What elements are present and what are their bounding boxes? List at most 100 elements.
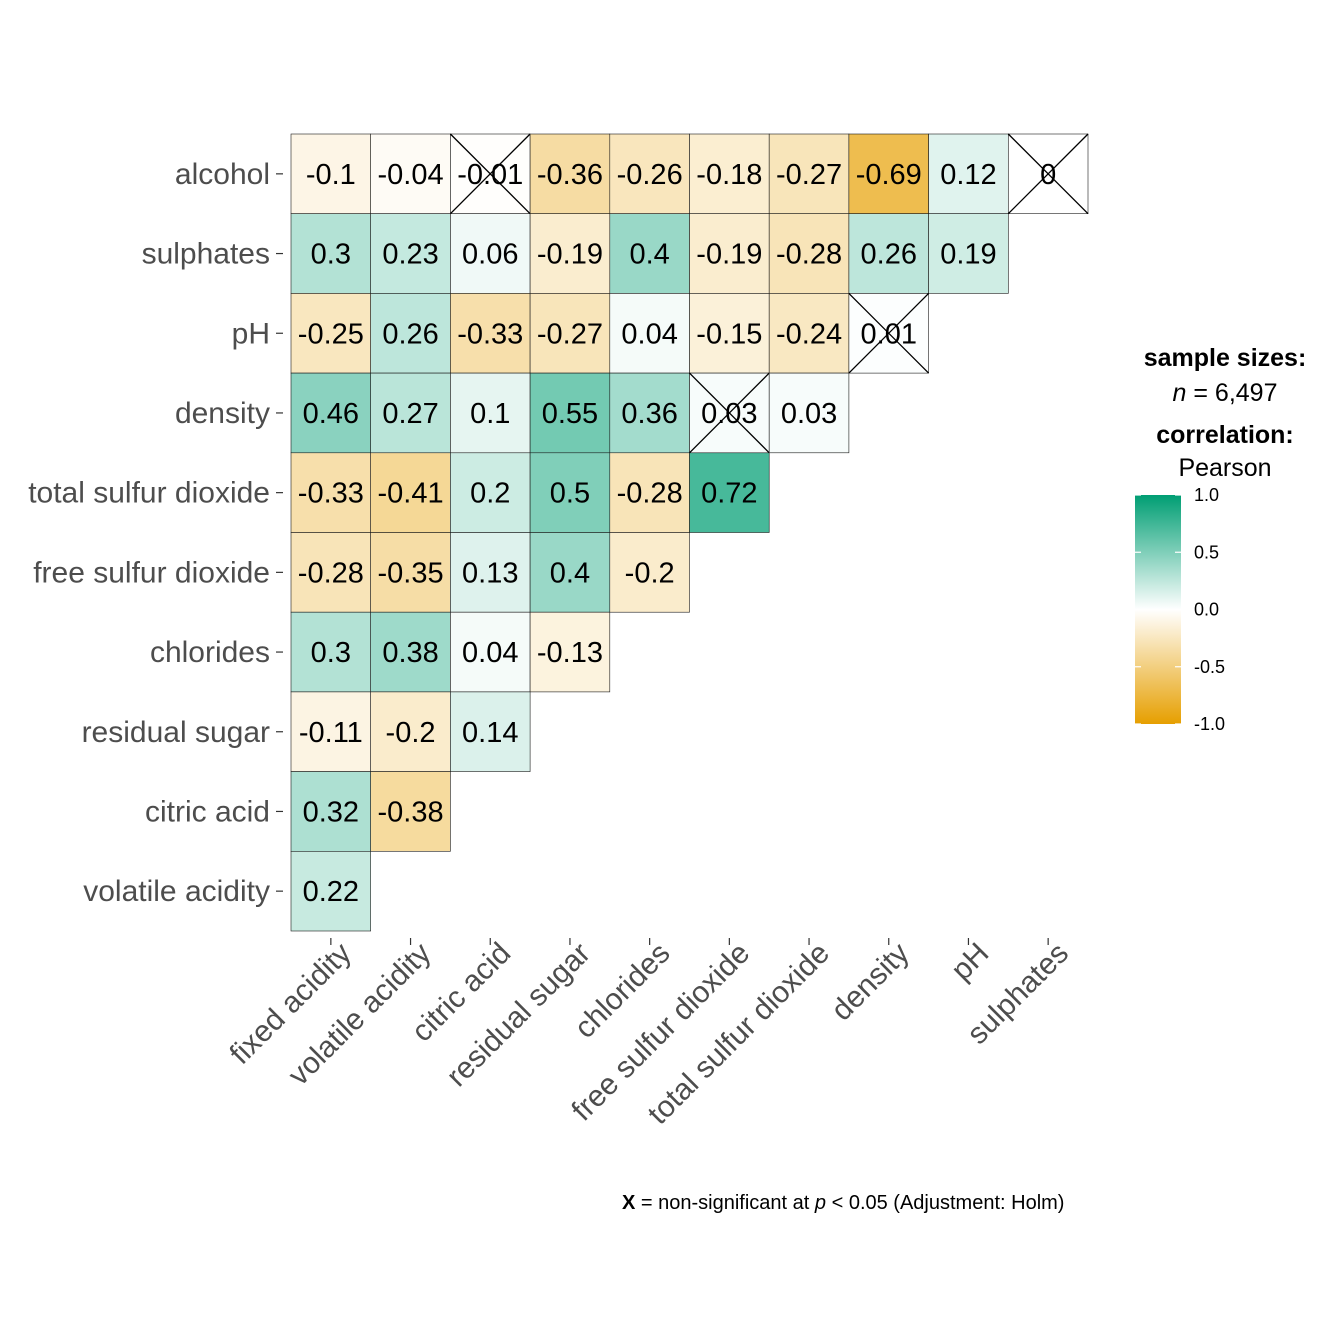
x-axis-label-residual-sugar: residual sugar xyxy=(440,937,597,1094)
legend-sample-title: sample sizes: xyxy=(1144,344,1307,372)
legend-n-value: = 6,497 xyxy=(1186,379,1277,407)
nonsignificant-cross-line xyxy=(689,372,770,454)
nonsignificant-cross-line xyxy=(848,292,930,374)
heatmap-cell: -0.27 xyxy=(768,133,850,214)
cell-rect xyxy=(689,133,770,214)
cell-value-label: -0.41 xyxy=(377,478,443,510)
heatmap-cell: -0.33 xyxy=(450,293,531,374)
cell-value-label: 0.14 xyxy=(462,717,518,749)
caption-marker: X xyxy=(622,1192,636,1214)
cell-rect xyxy=(290,293,371,374)
heatmap-cell: 0.22 xyxy=(290,850,371,932)
y-axis-label-volatile-acidity: volatile acidity xyxy=(83,875,270,908)
legend-correlation-title: correlation: xyxy=(1156,421,1294,449)
cell-rect xyxy=(848,213,929,294)
heatmap-cell: -0.01 xyxy=(449,133,531,215)
heatmap-cells: -0.1 -0.04 -0.01 -0.36 -0.26 -0.18 -0.27 -0.69 0… xyxy=(290,133,1089,932)
legend-sample-size: n = 6,497 xyxy=(1173,379,1278,407)
cell-value-label: -0.11 xyxy=(299,717,363,749)
heatmap-cell: 0.03 xyxy=(768,372,850,454)
heatmap-cell: -0.2 xyxy=(370,691,451,772)
caption: X = non-significant at p < 0.05 (Adjustm… xyxy=(622,1192,1064,1214)
cell-rect xyxy=(290,611,371,693)
caption-text-after: < 0.05 (Adjustment: Holm) xyxy=(826,1192,1064,1214)
cell-value-label: -0.18 xyxy=(696,159,762,191)
cell-rect xyxy=(290,452,371,533)
heatmap-cell: 0.2 xyxy=(450,452,531,533)
caption-text-before: = non-significant at xyxy=(635,1192,815,1214)
cell-value-label: -0.19 xyxy=(537,239,603,271)
x-axis-label-density: density xyxy=(825,937,916,1028)
heatmap-cell: -0.38 xyxy=(370,771,451,852)
cell-value-label: 0.46 xyxy=(303,398,359,430)
cell-value-label: 0.12 xyxy=(940,159,996,191)
legend-ticks: 1.0 0.5 0.0 -0.5 -1.0 xyxy=(1135,485,1225,734)
heatmap-cell: -0.2 xyxy=(609,532,690,613)
cell-rect xyxy=(768,372,850,454)
cell-rect xyxy=(450,691,531,772)
cell-rect xyxy=(450,532,531,613)
cell-value-label: -0.25 xyxy=(298,318,364,350)
cell-value-label: 0.26 xyxy=(861,239,917,271)
y-axis-label-free-sulfur-dioxide: free sulfur dioxide xyxy=(33,556,270,589)
cell-value-label: 0.3 xyxy=(311,239,351,271)
heatmap-cell: -0.28 xyxy=(768,213,850,294)
legend-tick-label: 1.0 xyxy=(1194,485,1219,505)
legend-colorbar xyxy=(1135,495,1181,724)
cell-rect xyxy=(450,372,531,454)
nonsignificant-cross-line xyxy=(449,133,531,215)
cell-rect xyxy=(370,771,451,852)
cell-rect xyxy=(290,850,371,932)
cell-value-label: -0.33 xyxy=(457,318,523,350)
heatmap-cell: -0.11 xyxy=(290,691,371,772)
x-axis-label-ph: pH xyxy=(945,937,995,987)
heatmap-cell: -0.19 xyxy=(529,213,611,294)
cell-rect xyxy=(290,213,371,294)
y-axis-label-residual-sugar: residual sugar xyxy=(82,716,270,749)
cell-value-label: -0.27 xyxy=(776,159,842,191)
cell-value-label: -0.26 xyxy=(617,159,683,191)
cell-rect xyxy=(370,452,451,533)
legend-tick-label: -0.5 xyxy=(1194,657,1225,677)
heatmap-cell: 0.27 xyxy=(370,372,451,454)
cell-value-label: 0.4 xyxy=(629,239,669,271)
cell-value-label: 0.04 xyxy=(462,637,518,669)
cell-rect xyxy=(450,611,531,693)
heatmap-cell: 0.12 xyxy=(928,133,1009,214)
cell-rect xyxy=(529,452,611,533)
heatmap-cell: 0.19 xyxy=(928,213,1009,294)
cell-value-label: 0.06 xyxy=(462,239,518,271)
cell-value-label: 0.72 xyxy=(701,478,757,510)
cell-value-label: 0.27 xyxy=(382,398,438,430)
cell-rect xyxy=(529,611,611,693)
cell-rect xyxy=(689,293,770,374)
heatmap-cell: 0.23 xyxy=(370,213,451,294)
y-axis-label-citric-acid: citric acid xyxy=(145,795,270,828)
cell-value-label: 0.36 xyxy=(621,398,677,430)
heatmap-cell: -0.1 xyxy=(290,133,371,214)
heatmap-cell: -0.35 xyxy=(370,532,451,613)
cell-value-label: -0.28 xyxy=(298,557,364,589)
y-axis-label-density: density xyxy=(175,397,270,430)
cell-rect xyxy=(609,372,690,454)
cell-rect xyxy=(370,611,451,693)
y-axis: alcohol sulphates pH density total sulfur di… xyxy=(28,158,283,908)
cell-rect xyxy=(450,452,531,533)
heatmap-cell: 0.13 xyxy=(450,532,531,613)
cell-value-label: 0.13 xyxy=(462,557,518,589)
heatmap-cell: -0.27 xyxy=(529,293,611,374)
heatmap-cell: -0.26 xyxy=(609,133,690,214)
legend: sample sizes: n = 6,497 correlation: Pea… xyxy=(1135,344,1306,734)
heatmap-cell: -0.69 xyxy=(848,133,929,214)
cell-rect xyxy=(290,133,371,214)
cell-value-label: -0.28 xyxy=(617,478,683,510)
heatmap-cell: 0.1 xyxy=(450,372,531,454)
cell-rect xyxy=(529,293,611,374)
heatmap-cell: -0.25 xyxy=(290,293,371,374)
cell-value-label: -0.69 xyxy=(856,159,922,191)
cell-value-label: -0.13 xyxy=(537,637,603,669)
heatmap-cell: 0.26 xyxy=(370,293,451,374)
cell-value-label: 0.32 xyxy=(303,796,359,828)
heatmap-cell: 0.03 xyxy=(689,372,770,454)
